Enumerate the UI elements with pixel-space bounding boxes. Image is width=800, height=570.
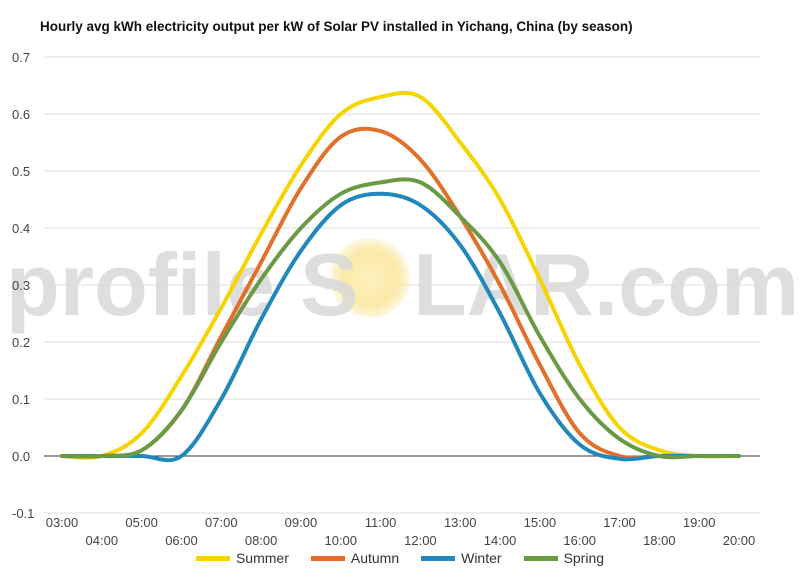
series-line-summer <box>60 90 741 460</box>
x-tick-label: 13:00 <box>444 515 477 530</box>
legend-label: Summer <box>235 550 289 566</box>
x-tick-label: 03:00 <box>46 515 79 530</box>
x-tick-label: 12:00 <box>404 533 437 548</box>
legend-swatch <box>310 555 345 561</box>
legend-item-autumn[interactable]: Autumn <box>310 550 400 566</box>
x-tick-label: 16:00 <box>563 533 596 548</box>
y-tick-label: 0.4 <box>12 221 30 236</box>
legend-item-summer[interactable]: Summer <box>195 550 289 566</box>
legend-swatch <box>523 555 558 561</box>
y-tick-label: -0.1 <box>12 506 34 521</box>
y-tick-label: 0.0 <box>12 449 30 464</box>
legend-swatch <box>421 555 456 561</box>
y-tick-label: 0.2 <box>12 335 30 350</box>
x-tick-label: 09:00 <box>285 515 318 530</box>
x-tick-label: 07:00 <box>205 515 238 530</box>
x-tick-label: 18:00 <box>643 533 676 548</box>
x-tick-label: 05:00 <box>125 515 158 530</box>
series-line-winter <box>60 191 741 463</box>
legend-label: Winter <box>461 550 502 566</box>
x-tick-label: 04:00 <box>86 533 119 548</box>
x-tick-label: 20:00 <box>723 533 756 548</box>
legend-label: Autumn <box>350 550 400 566</box>
chart-title: Hourly avg kWh electricity output per kW… <box>40 19 633 34</box>
legend-swatch <box>195 555 230 561</box>
x-tick-label: 10:00 <box>324 533 357 548</box>
series-line-spring <box>60 177 741 460</box>
y-tick-label: 0.5 <box>12 164 30 179</box>
x-axis-ticks: 03:00 04:00 05:00 06:00 07:00 08:00 09:00 10:00… <box>46 515 756 548</box>
x-tick-label: 14:00 <box>484 533 517 548</box>
legend-label: Spring <box>563 550 605 566</box>
watermark-sun-icon <box>330 238 410 318</box>
legend-item-spring[interactable]: Spring <box>523 550 605 566</box>
x-tick-label: 19:00 <box>683 515 716 530</box>
watermark: profile S LAR.com <box>6 235 799 334</box>
y-axis-ticks: 0.7 0.6 0.5 0.4 0.3 0.2 0.1 0.0 -0.1 <box>12 50 34 521</box>
x-tick-label: 11:00 <box>365 515 397 530</box>
x-tick-label: 08:00 <box>245 533 278 548</box>
x-tick-label: 17:00 <box>603 515 636 530</box>
y-tick-label: 0.1 <box>12 392 30 407</box>
legend: Summer Autumn Winter Spring <box>0 550 800 566</box>
watermark-center: S <box>300 235 359 334</box>
x-tick-label: 15:00 <box>524 515 557 530</box>
x-tick-label: 06:00 <box>165 533 198 548</box>
y-tick-label: 0.7 <box>12 50 30 65</box>
legend-item-winter[interactable]: Winter <box>421 550 502 566</box>
y-tick-label: 0.3 <box>12 278 30 293</box>
series-lines <box>60 90 741 463</box>
watermark-right: LAR.com <box>413 235 799 334</box>
y-tick-label: 0.6 <box>12 107 30 122</box>
